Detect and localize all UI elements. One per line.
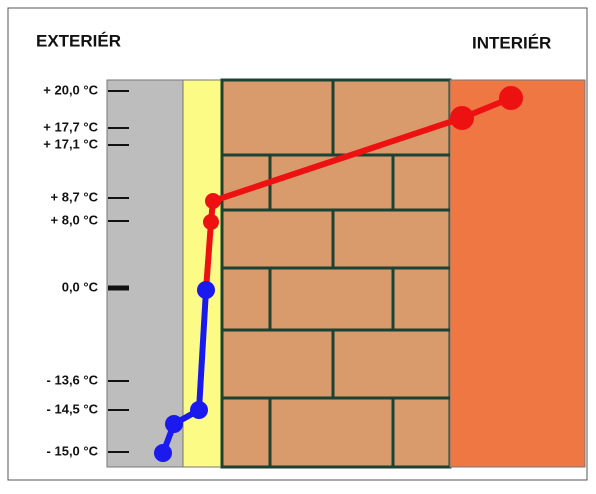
plaster-layer <box>106 79 184 468</box>
temperature-label: + 20,0 °C <box>43 82 98 97</box>
temperature-label: + 17,1 °C <box>43 136 98 151</box>
temperature-label: - 15,0 °C <box>47 443 99 458</box>
temperature-label: 0,0 °C <box>62 279 99 294</box>
temperature-label: + 8,0 °C <box>51 212 99 227</box>
temperature-label: - 14,5 °C <box>47 401 99 416</box>
temperature-label: + 8,7 °C <box>51 189 99 204</box>
brick-joints <box>222 80 450 467</box>
exterior-label: EXTERIÉR <box>36 31 121 50</box>
warm-points <box>203 86 523 230</box>
brick-layer <box>220 78 452 469</box>
cold-points <box>154 281 215 462</box>
temperature-scale: + 20,0 °C + 17,7 °C + 17,1 °C + 8,7 °C + 8,0… <box>43 82 129 458</box>
interior-layer <box>449 79 586 468</box>
temperature-label: + 17,7 °C <box>43 119 98 134</box>
temperature-label: - 13,6 °C <box>47 372 99 387</box>
interior-label: INTERIÉR <box>472 33 551 52</box>
cold-profile <box>160 289 209 455</box>
